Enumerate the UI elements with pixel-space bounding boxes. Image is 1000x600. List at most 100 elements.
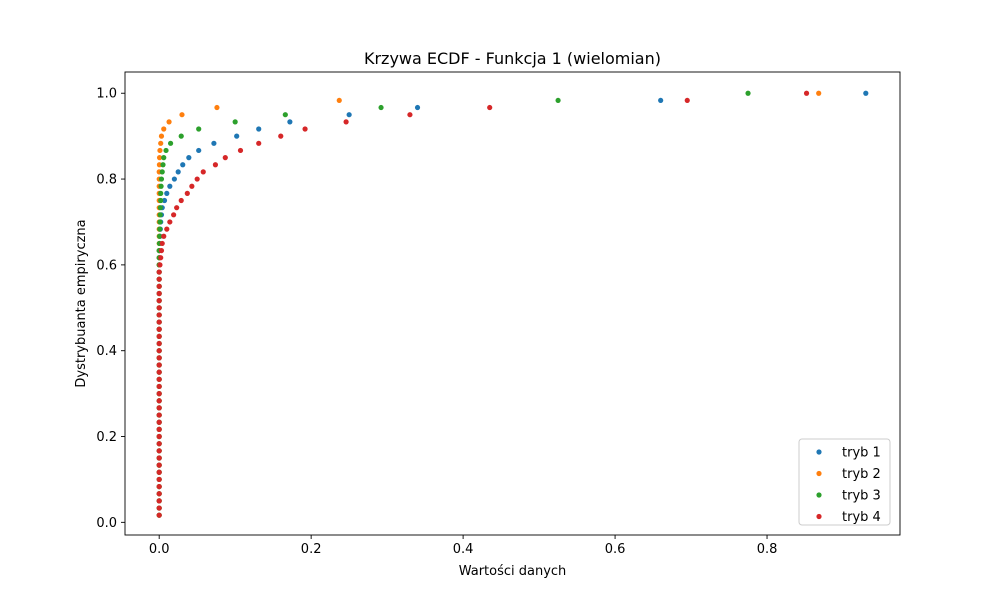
data-point: [156, 305, 162, 311]
data-point: [156, 233, 163, 239]
data-point: [189, 183, 195, 189]
data-point: [158, 190, 164, 196]
data-point: [184, 190, 190, 196]
data-point: [222, 155, 228, 161]
data-point: [343, 119, 349, 125]
data-point: [156, 340, 162, 347]
data-point: [156, 412, 162, 418]
data-point: [684, 97, 690, 104]
data-point: [166, 119, 172, 125]
data-point: [194, 176, 200, 182]
legend-entry: tryb 1: [842, 446, 881, 461]
y-axis-label: Dystrybuanta empiryczna: [74, 219, 89, 387]
legend-entry: tryb 2: [842, 467, 881, 482]
data-point: [164, 226, 170, 232]
y-axis: 0.0 0.2 0.4 0.6 0.8 1.0: [96, 87, 125, 531]
data-point: [157, 212, 163, 218]
y-tick-label: 0.8: [96, 173, 117, 188]
data-point: [156, 369, 162, 375]
series-4: [156, 90, 810, 518]
x-axis-label: Wartości danych: [459, 564, 567, 579]
data-point: [161, 155, 167, 161]
data-point: [178, 133, 184, 139]
data-point: [156, 362, 162, 368]
data-point: [158, 197, 164, 204]
data-point: [156, 398, 162, 404]
data-point: [658, 97, 664, 104]
data-point: [171, 212, 177, 218]
series-2: [156, 90, 822, 518]
data-point: [157, 219, 163, 225]
x-tick-label: 0.4: [453, 542, 474, 557]
data-point: [555, 97, 561, 104]
data-point: [156, 319, 162, 325]
data-point: [156, 498, 162, 504]
data-point: [214, 104, 220, 111]
data-point: [157, 226, 163, 232]
data-point: [156, 348, 162, 354]
data-point: [161, 126, 167, 132]
data-point: [234, 133, 240, 139]
x-tick-label: 0.6: [605, 542, 626, 557]
data-point: [232, 119, 238, 125]
data-point: [156, 290, 162, 297]
data-point: [156, 448, 162, 454]
data-point: [156, 155, 163, 161]
data-point: [302, 126, 308, 132]
data-point: [158, 133, 165, 139]
data-point: [157, 262, 163, 268]
data-point: [161, 197, 168, 204]
data-point: [256, 126, 262, 132]
data-point: [159, 169, 165, 175]
data-point: [156, 162, 163, 168]
data-point: [156, 383, 162, 390]
x-axis: 0.0 0.2 0.4 0.6 0.8: [149, 535, 777, 557]
data-point: [156, 469, 162, 475]
data-point: [156, 269, 162, 275]
data-point: [156, 419, 162, 425]
data-point: [487, 104, 493, 111]
x-tick-label: 0.0: [149, 542, 170, 557]
data-point: [156, 462, 162, 468]
data-point: [156, 298, 162, 304]
data-point: [816, 90, 822, 96]
x-tick-label: 0.2: [301, 542, 322, 557]
data-point: [378, 104, 384, 111]
legend-box: [798, 438, 891, 526]
data-point: [237, 147, 244, 154]
data-point: [157, 205, 163, 211]
data-point: [158, 255, 164, 261]
data-point: [346, 112, 352, 118]
data-point: [157, 147, 163, 154]
data-point: [156, 491, 162, 497]
data-point: [156, 426, 162, 432]
legend-marker: [816, 513, 822, 520]
data-point: [156, 476, 162, 483]
data-point: [164, 190, 170, 196]
data-point: [863, 90, 869, 96]
plot-area: [156, 90, 869, 518]
data-point: [212, 162, 219, 168]
data-point: [158, 176, 165, 182]
data-point: [336, 97, 342, 104]
data-point: [156, 333, 162, 340]
series-1: [156, 90, 869, 518]
legend-marker: [816, 470, 822, 477]
data-point: [163, 147, 169, 154]
data-point: [160, 162, 166, 168]
data-point: [179, 112, 185, 118]
data-point: [156, 376, 162, 382]
data-point: [156, 276, 162, 282]
data-point: [167, 183, 173, 189]
data-point: [282, 112, 288, 118]
y-tick-label: 0.6: [96, 258, 117, 273]
data-point: [156, 355, 162, 361]
data-point: [156, 433, 162, 440]
y-tick-label: 0.0: [96, 516, 117, 531]
legend-entry: tryb 3: [842, 489, 881, 504]
plot-frame: [124, 71, 901, 536]
data-point: [161, 233, 167, 239]
data-point: [287, 119, 293, 125]
data-point: [158, 247, 165, 254]
data-point: [186, 155, 192, 161]
